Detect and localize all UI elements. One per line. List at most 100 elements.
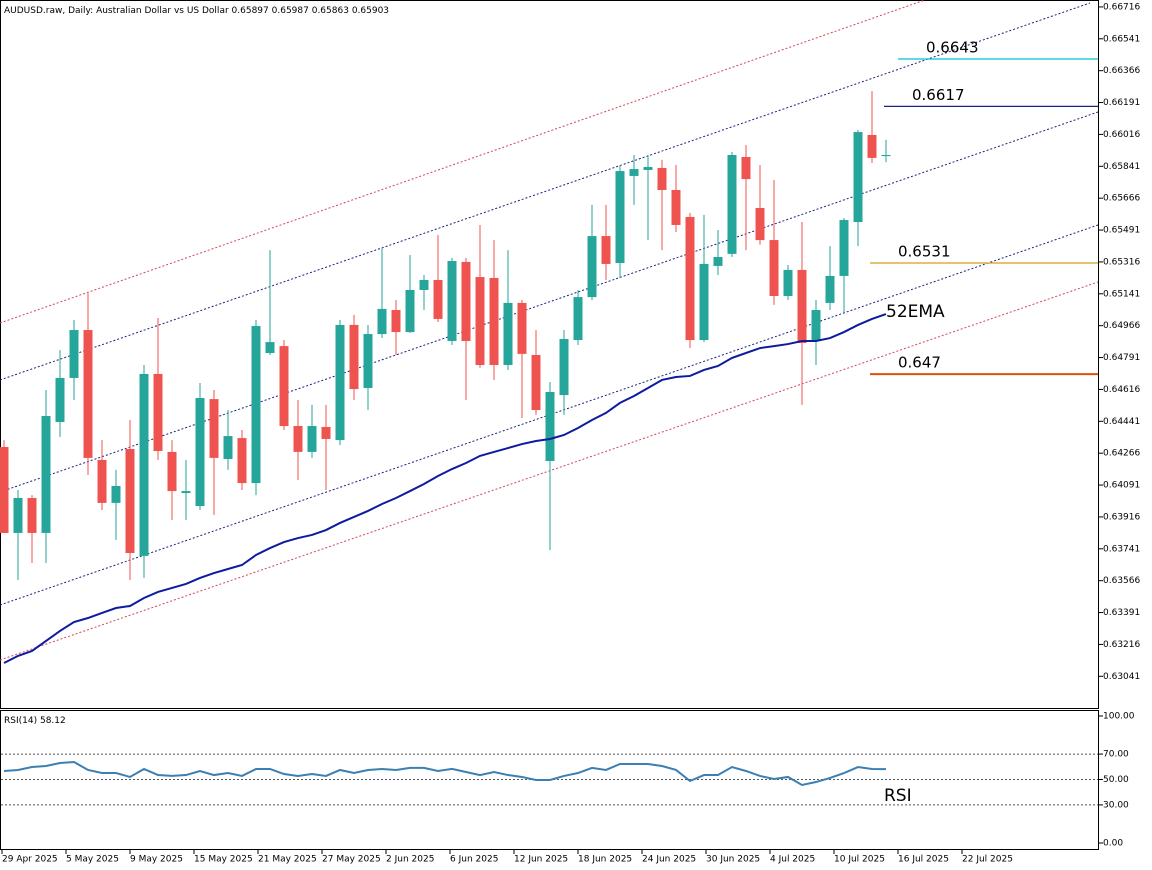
x-tick-label: 27 May 2025	[322, 855, 381, 865]
ema-label: 52EMA	[886, 302, 945, 322]
y-tick-label: 0.64616	[1103, 385, 1140, 395]
candle-body	[699, 263, 709, 341]
candle-body	[27, 497, 37, 533]
candle-body	[279, 346, 289, 427]
candle-body	[321, 426, 331, 439]
ohlc-open: 0.65897	[232, 6, 269, 16]
level-label: 0.6643	[926, 39, 979, 57]
rsi-title: RSI(14) 58.12	[4, 716, 66, 726]
y-tick-label: 0.63041	[1103, 672, 1140, 682]
y-tick-label: 0.66191	[1103, 98, 1140, 108]
x-tick-label: 10 Jul 2025	[834, 855, 885, 865]
x-tick-label: 22 Jul 2025	[962, 855, 1013, 865]
candle-body	[139, 373, 149, 556]
candle-body	[573, 297, 583, 341]
candle-body	[349, 324, 359, 390]
candle-body	[461, 261, 471, 341]
y-tick-label: 0.66541	[1103, 34, 1140, 44]
ohlc-high: 0.65987	[272, 6, 309, 16]
y-tick-label: 100.00	[1103, 711, 1135, 721]
candle-body	[755, 208, 765, 241]
x-tick-label: 30 Jun 2025	[706, 855, 760, 865]
candle-body	[13, 497, 23, 533]
candle-body	[643, 167, 653, 170]
candle-body	[671, 189, 681, 225]
y-tick-label: 50.00	[1103, 775, 1129, 785]
level-label: 0.6531	[898, 243, 951, 261]
x-tick-label: 2 Jun 2025	[386, 855, 434, 865]
level-label: 0.6617	[912, 86, 965, 104]
y-tick-label: 0.65841	[1103, 162, 1140, 172]
y-tick-label: 0.64266	[1103, 449, 1140, 459]
x-tick-label: 29 Apr 2025	[2, 855, 58, 865]
y-tick-label: 0.64091	[1103, 481, 1140, 491]
candle-body	[209, 399, 219, 458]
y-tick-label: 0.66366	[1103, 66, 1140, 76]
candle-body	[601, 236, 611, 264]
candle-body	[713, 257, 723, 266]
candle-body	[769, 240, 779, 296]
candle-body	[419, 279, 429, 290]
title-text: AUDUSD.raw, Daily: Australian Dollar vs …	[4, 6, 229, 16]
y-tick-label: 0.65666	[1103, 194, 1140, 204]
y-tick-label: 70.00	[1103, 750, 1129, 760]
y-tick-label: 0.63391	[1103, 608, 1140, 618]
candle-body	[265, 342, 275, 353]
y-tick-label: 30.00	[1103, 800, 1129, 810]
candle-body	[447, 261, 457, 341]
candle-body	[83, 330, 93, 458]
channel-line	[0, 111, 1099, 493]
rsi-last: 58.12	[40, 716, 66, 726]
main-panel	[0, 0, 1099, 709]
x-tick-label: 15 May 2025	[194, 855, 253, 865]
candle-body	[433, 279, 443, 319]
channel-line	[0, 281, 1099, 661]
y-tick-label: 0.64441	[1103, 417, 1140, 427]
candle-body	[559, 338, 569, 396]
candle-body	[811, 310, 821, 341]
candle-body	[825, 275, 835, 303]
x-tick-label: 24 Jun 2025	[642, 855, 696, 865]
rsi-name: RSI(14)	[4, 716, 37, 726]
candle-body	[223, 436, 233, 460]
rsi-annotation: RSI	[884, 786, 912, 806]
candle-body	[839, 220, 849, 276]
ema-line	[3, 313, 887, 664]
candle-body	[167, 451, 177, 492]
x-tick-label: 4 Jul 2025	[770, 855, 815, 865]
candle-body	[55, 377, 65, 423]
candle-body	[153, 373, 163, 451]
candle-body	[0, 446, 9, 533]
candle-body	[111, 485, 121, 503]
y-tick-label: 0.00	[1103, 839, 1123, 849]
candle-body	[517, 302, 527, 354]
y-tick-label: 0.63566	[1103, 576, 1140, 586]
candle-body	[69, 330, 79, 378]
candle-body	[293, 426, 303, 452]
candle-body	[797, 269, 807, 343]
x-tick-label: 9 May 2025	[130, 855, 183, 865]
y-tick-label: 0.65316	[1103, 257, 1140, 267]
candle-body	[741, 157, 751, 180]
candle-body	[251, 326, 261, 484]
x-tick-label: 5 May 2025	[66, 855, 119, 865]
candle-body	[489, 277, 499, 366]
candle-body	[853, 132, 863, 223]
candle-body	[405, 289, 415, 333]
channel-line	[0, 2, 1091, 381]
ohlc-close: 0.65903	[352, 6, 389, 16]
candle-body	[545, 391, 555, 462]
chart-title: AUDUSD.raw, Daily: Australian Dollar vs …	[4, 6, 389, 16]
y-tick-label: 0.66016	[1103, 130, 1140, 140]
candle-body	[783, 269, 793, 296]
candle-body	[531, 355, 541, 411]
y-tick-label: 0.64791	[1103, 353, 1140, 363]
y-tick-label: 0.65491	[1103, 226, 1140, 236]
candle-body	[657, 167, 667, 190]
y-tick-label: 0.64966	[1103, 321, 1140, 331]
candle-body	[629, 169, 639, 176]
candle-body	[377, 308, 387, 335]
candle-body	[503, 302, 513, 366]
